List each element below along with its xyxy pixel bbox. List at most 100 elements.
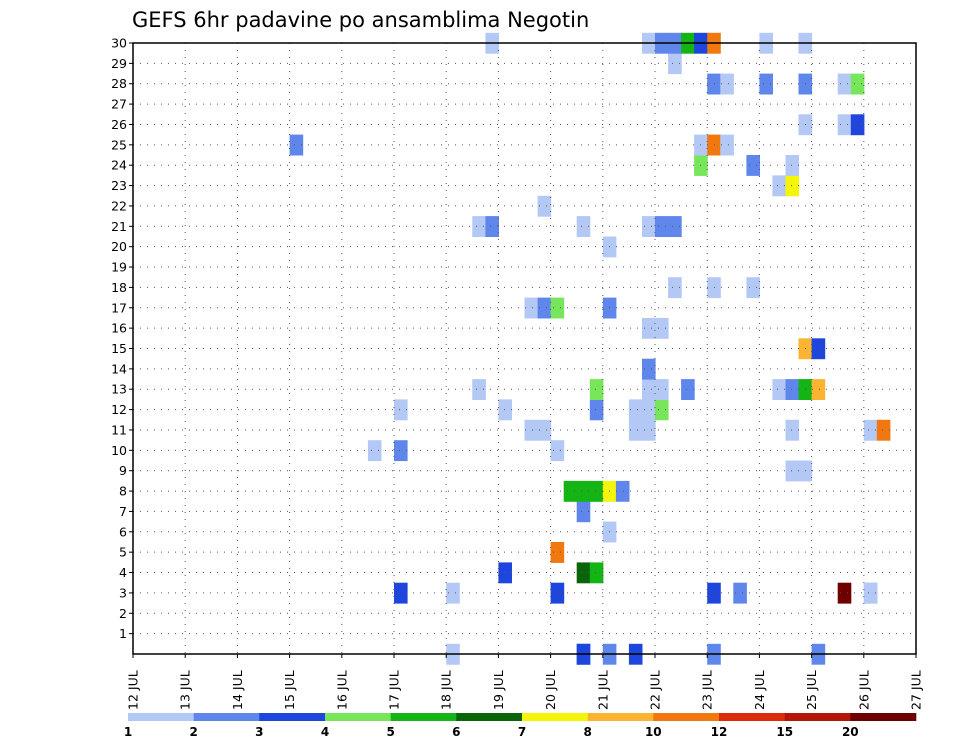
colorbar-swatch	[719, 713, 785, 721]
heatmap-cell	[615, 480, 630, 502]
heatmap-cell	[642, 379, 656, 400]
heatmap-cell	[681, 379, 695, 400]
heatmap-cell	[628, 399, 643, 421]
x-tick-label: 15 JUL	[282, 670, 297, 710]
heatmap-cell	[576, 501, 591, 523]
heatmap-cell	[576, 562, 591, 584]
heatmap-cell	[394, 440, 408, 462]
heatmap-cell	[394, 399, 408, 421]
y-tick-label: 12	[111, 402, 127, 417]
colorbar-swatch	[193, 713, 260, 721]
x-tick-label: 12 JUL	[126, 670, 141, 710]
heatmap-cell	[655, 216, 669, 237]
y-tick-label: 20	[111, 239, 127, 254]
heatmap-cell	[642, 317, 656, 339]
x-tick-label: 14 JUL	[230, 670, 245, 710]
x-tick-label: 17 JUL	[387, 670, 402, 710]
y-tick-label: 17	[111, 300, 127, 315]
colorbar-label: 5	[387, 725, 395, 739]
heatmap-cell	[498, 399, 512, 421]
heatmap-cell	[563, 480, 578, 502]
heatmap-cell	[524, 419, 539, 441]
heatmap-cell	[550, 582, 565, 604]
x-tick-label: 21 JUL	[595, 670, 610, 710]
y-tick-label: 19	[111, 260, 127, 275]
heatmap-cell	[863, 419, 878, 441]
heatmap-cell	[876, 419, 891, 441]
x-tick-label: 13 JUL	[178, 670, 193, 710]
heatmap-cell	[850, 73, 865, 95]
y-tick-label: 6	[119, 524, 127, 539]
y-tick-label: 28	[111, 76, 127, 91]
heatmap-cell	[655, 379, 669, 400]
y-tick-label: 22	[111, 198, 127, 213]
x-tick-labels: 12 JUL 13 JUL 14 JUL 15 JUL 16 JUL 17 JUL 18 J…	[126, 654, 924, 710]
heatmap-cell	[668, 277, 682, 299]
heatmap-cell	[811, 379, 826, 400]
colorbar-swatch	[587, 713, 654, 721]
heatmap-cell	[668, 216, 682, 237]
heatmap-cell	[837, 114, 852, 136]
y-tick-label: 21	[111, 219, 127, 234]
heatmap-cell	[472, 379, 486, 400]
heatmap-cell	[759, 73, 773, 95]
x-tick-label: 19 JUL	[491, 670, 506, 710]
heatmap-cell	[837, 73, 852, 95]
heatmap-cell	[850, 114, 865, 136]
colorbar-label: 12	[711, 725, 728, 739]
y-tick-label: 16	[111, 321, 127, 336]
colorbar-swatch	[128, 713, 194, 721]
x-tick-label: 16 JUL	[334, 670, 349, 710]
y-tick-label: 27	[111, 97, 127, 112]
heatmap-cell	[720, 134, 734, 156]
y-tick-label: 23	[111, 178, 127, 193]
x-tick-label: 26 JUL	[856, 670, 871, 710]
heatmap-cell	[537, 419, 552, 441]
y-tick-label: 2	[119, 606, 127, 621]
colorbar-label: 1	[124, 725, 132, 739]
x-tick-label: 20 JUL	[543, 670, 558, 710]
y-tick-label: 29	[111, 56, 127, 71]
y-tick-label: 7	[119, 504, 127, 519]
heatmap-cell	[498, 562, 512, 584]
heatmap-cell	[772, 379, 786, 400]
y-tick-labels: 1234567891011121314151617181920212223242…	[111, 36, 133, 641]
x-tick-label: 18 JUL	[439, 670, 454, 710]
heatmap-cell	[746, 155, 760, 176]
heatmap-cell	[733, 582, 747, 604]
heatmap-cell	[785, 175, 800, 197]
heatmap-cell	[642, 358, 656, 380]
heatmap-cell	[550, 542, 565, 563]
heatmap-cell	[576, 480, 591, 502]
heatmap-cell	[472, 216, 486, 237]
y-tick-label: 18	[111, 280, 127, 295]
heatmap-cell	[589, 399, 604, 421]
heatmap-cell	[642, 419, 656, 441]
y-tick-label: 14	[111, 361, 127, 376]
heatmap-cell	[628, 419, 643, 441]
heatmap-cell	[550, 440, 565, 462]
x-tick-label: 25 JUL	[804, 670, 819, 710]
colorbar-swatch	[653, 713, 720, 721]
heatmap-cell	[524, 297, 539, 319]
y-tick-label: 25	[111, 137, 127, 152]
heatmap-cell	[863, 582, 878, 604]
heatmap-cell	[746, 277, 760, 299]
heatmap-cell	[367, 440, 382, 462]
heatmap-cell	[837, 582, 852, 604]
y-tick-label: 11	[111, 422, 127, 437]
heatmap-cell	[576, 216, 591, 237]
heatmap-cell	[589, 379, 604, 400]
heatmap-cell	[642, 399, 656, 421]
heatmap-cell	[785, 155, 800, 176]
chart-title: GEFS 6hr padavine po ansamblima Negotin	[132, 8, 589, 32]
colorbar-label: 7	[518, 725, 526, 739]
heatmap-cell	[655, 399, 669, 421]
colorbar-label: 8	[584, 725, 592, 739]
colorbar-label: 2	[190, 725, 198, 739]
heatmap-cell	[720, 73, 734, 95]
colorbar-swatch	[784, 713, 851, 721]
y-tick-label: 4	[119, 565, 127, 580]
heatmap-cell	[446, 582, 460, 604]
colorbar-label: 6	[452, 725, 460, 739]
